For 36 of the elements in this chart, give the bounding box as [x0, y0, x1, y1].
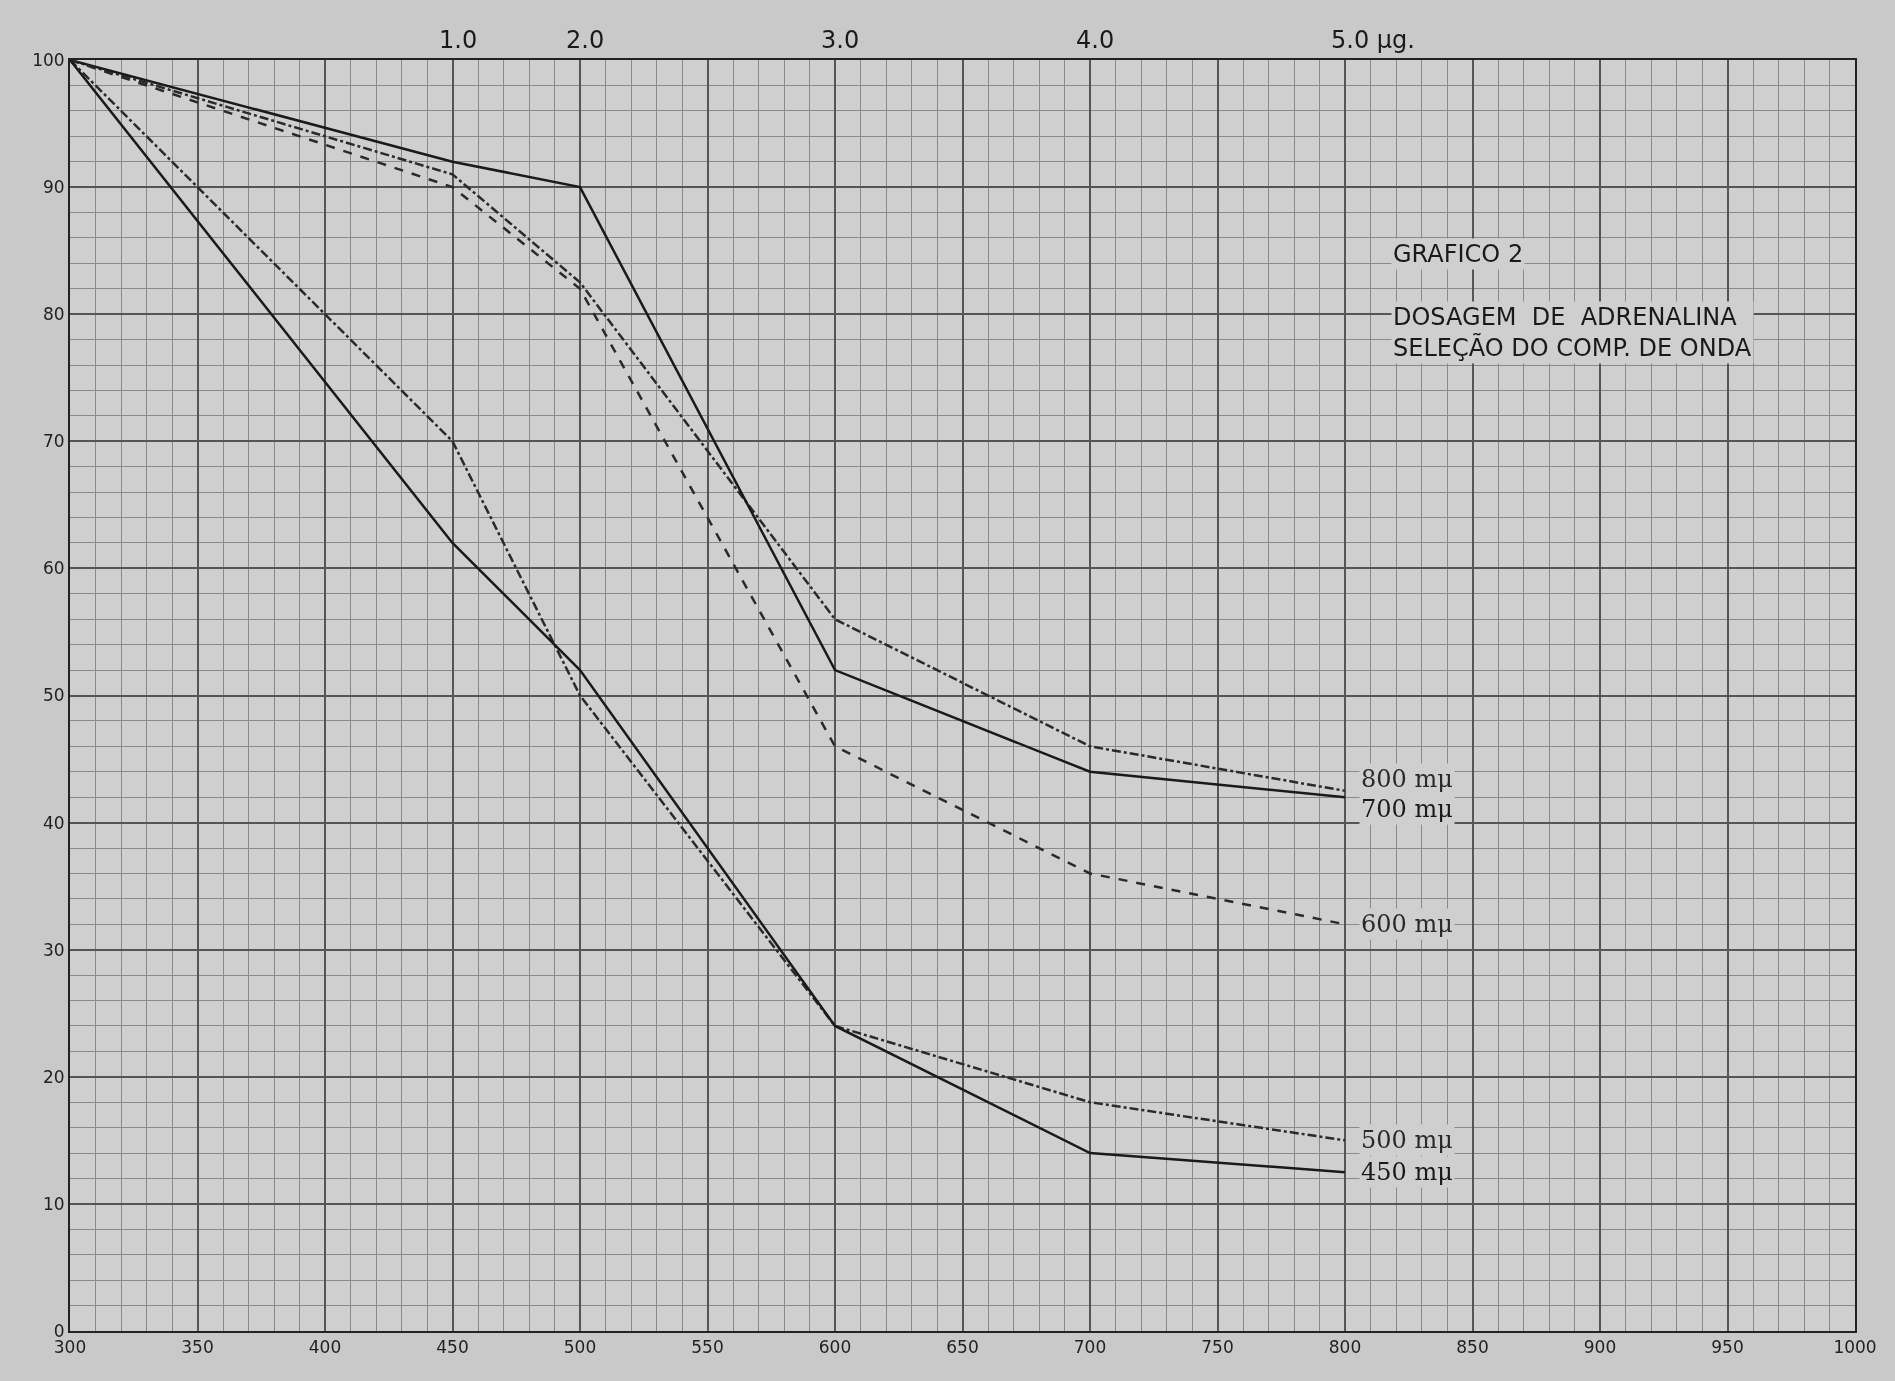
text: 2.0: [566, 26, 605, 54]
text: 1.0: [439, 26, 478, 54]
y-tick-label: 30: [42, 939, 65, 960]
x-tick-label: 800: [1328, 1337, 1362, 1358]
x-tick-label: 1000: [1833, 1337, 1877, 1358]
x-tick-label: 900: [1583, 1337, 1617, 1358]
y-tick-label: 10: [42, 1193, 65, 1214]
y-tick-label: 90: [42, 177, 65, 198]
series-label: 600 mμ: [1361, 910, 1453, 938]
text: GRAFICO 2: [1393, 240, 1524, 268]
text: 4.0: [1076, 26, 1115, 54]
x-tick-label: 350: [181, 1337, 214, 1358]
y-tick-label: 50: [42, 685, 65, 706]
x-tick-label: 700: [1073, 1337, 1107, 1358]
y-tick-label: 80: [42, 304, 65, 325]
x-tick-label: 850: [1456, 1337, 1489, 1358]
x-tick-label: 550: [691, 1337, 724, 1358]
y-tick-label: 60: [42, 558, 65, 579]
text: DOSAGEM DE ADRENALINA SELEÇÃO DO COMP. DE ONDA: [1393, 303, 1752, 363]
x-tick-label: 950: [1711, 1337, 1744, 1358]
series-label: 700 mμ: [1361, 795, 1453, 823]
series-label: 500 mμ: [1361, 1126, 1453, 1154]
x-tick-label: 650: [946, 1337, 979, 1358]
series-label: 450 mμ: [1361, 1158, 1453, 1186]
x-tick-label: 500: [563, 1337, 597, 1358]
x-tick-label: 600: [818, 1337, 852, 1358]
y-tick-label: 70: [42, 431, 65, 452]
series-label: 800 mμ: [1361, 765, 1453, 793]
x-tick-label: 400: [308, 1337, 342, 1358]
y-tick-label: 20: [42, 1066, 65, 1087]
y-tick-label: 100: [32, 49, 65, 70]
y-tick-label: 40: [42, 812, 65, 833]
text: 5.0 μg.: [1331, 26, 1415, 54]
x-tick-label: 750: [1201, 1337, 1234, 1358]
x-tick-label: 450: [436, 1337, 469, 1358]
text: 3.0: [821, 26, 860, 54]
